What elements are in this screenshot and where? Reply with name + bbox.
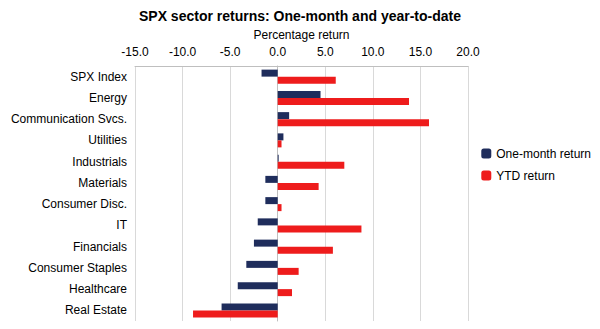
svg-text:Financials: Financials [73,240,127,254]
svg-text:Consumer Staples: Consumer Staples [28,261,127,275]
svg-text:0.0: 0.0 [269,45,286,59]
svg-text:Real Estate: Real Estate [65,303,127,317]
svg-text:20.0: 20.0 [456,45,480,59]
svg-text:Utilities: Utilities [88,133,127,147]
svg-text:Percentage return: Percentage return [253,28,349,42]
svg-text:-15.0: -15.0 [121,45,149,59]
svg-text:YTD return: YTD return [496,169,555,183]
svg-text:10.0: 10.0 [361,45,385,59]
svg-text:SPX Index: SPX Index [70,70,127,84]
svg-text:IT: IT [116,218,127,232]
svg-text:One-month return: One-month return [496,147,591,161]
svg-text:SPX sector returns: One-month: SPX sector returns: One-month and year-t… [139,8,461,24]
svg-text:Consumer Disc.: Consumer Disc. [42,197,127,211]
svg-text:Healthcare: Healthcare [69,282,127,296]
svg-text:-10.0: -10.0 [169,45,197,59]
svg-text:Materials: Materials [78,176,127,190]
svg-text:-5.0: -5.0 [220,45,241,59]
svg-text:Communication Svcs.: Communication Svcs. [11,112,127,126]
svg-text:5.0: 5.0 [317,45,334,59]
svg-text:Energy: Energy [89,91,127,105]
svg-text:Industrials: Industrials [72,155,127,169]
svg-text:15.0: 15.0 [409,45,433,59]
